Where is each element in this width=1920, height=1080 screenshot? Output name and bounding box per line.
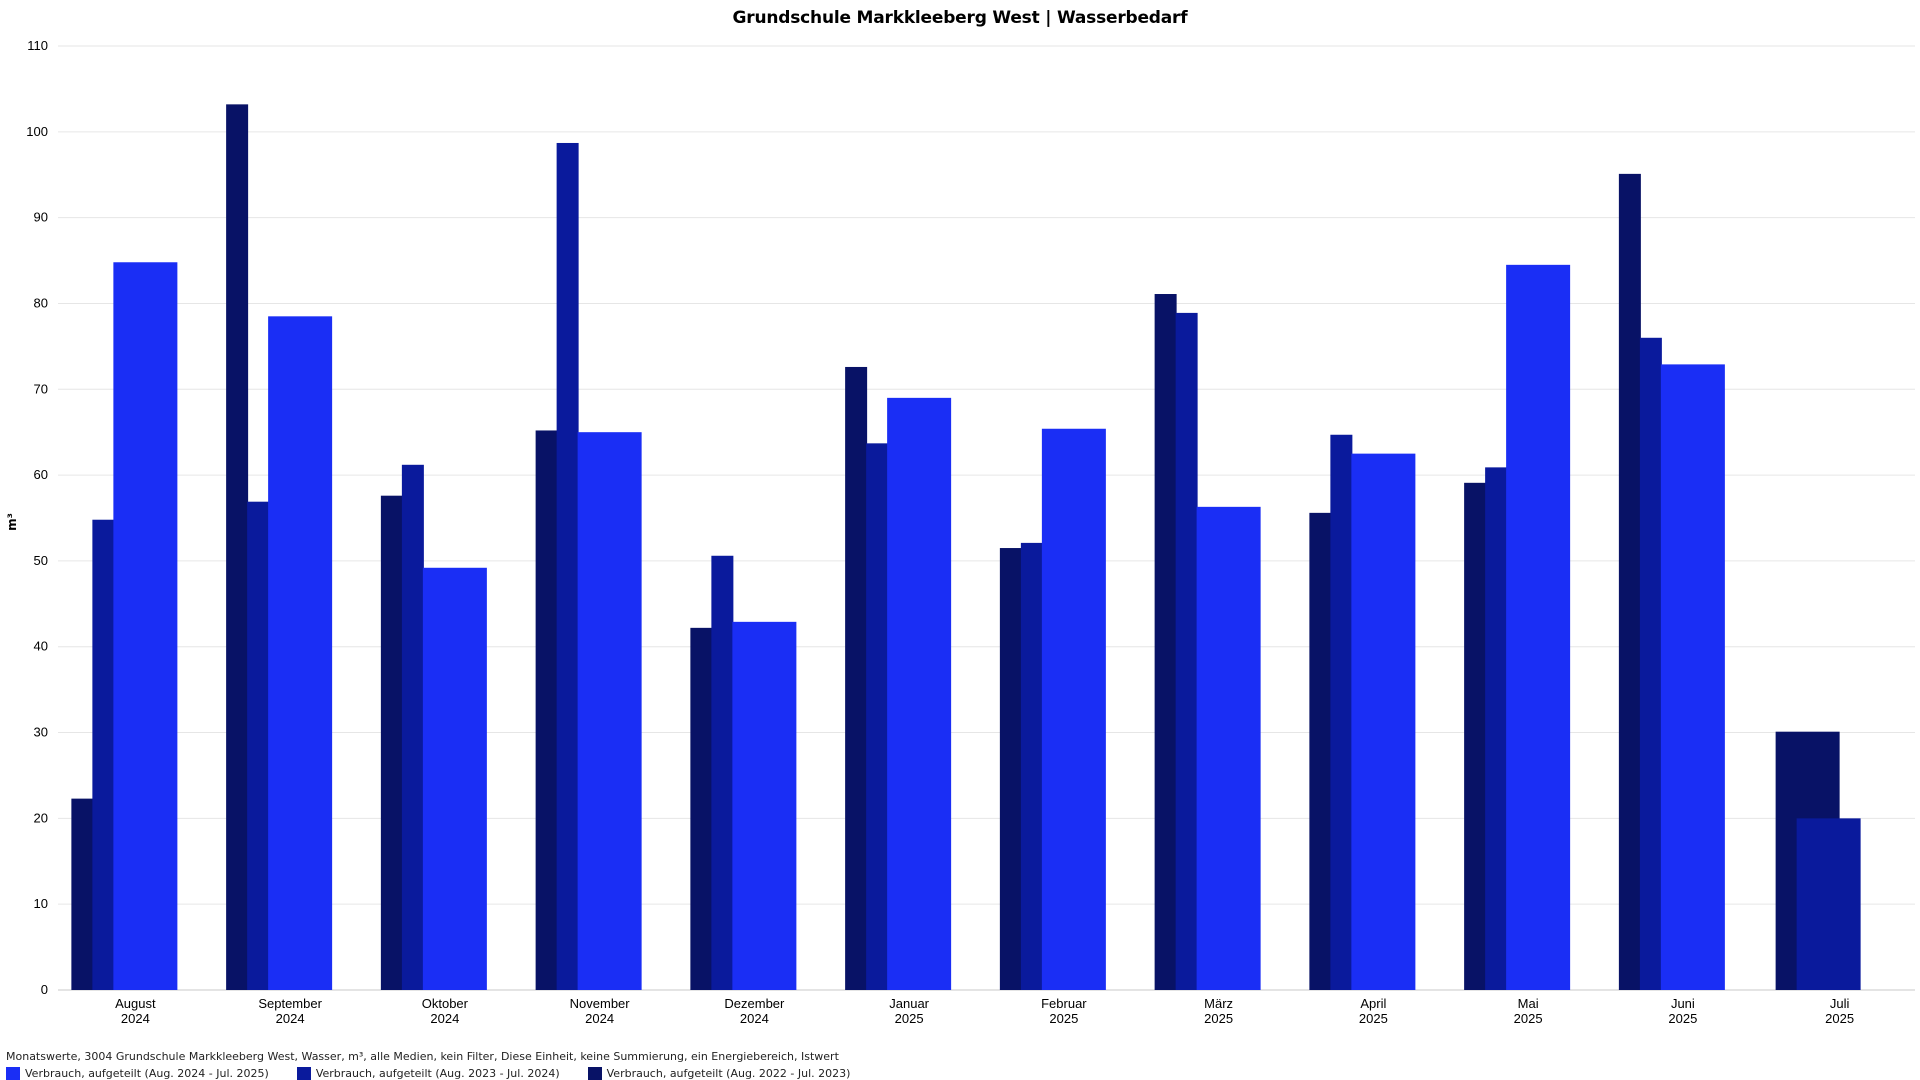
x-axis-ticks: August2024September2024Oktober2024Novemb…	[115, 996, 1854, 1026]
bar[interactable]	[577, 432, 642, 990]
x-tick-label-year: 2025	[1825, 1011, 1854, 1026]
bar[interactable]	[1506, 264, 1571, 990]
legend-swatch	[296, 1067, 311, 1080]
bar[interactable]	[1660, 364, 1725, 990]
y-tick-label: 20	[34, 810, 48, 825]
x-tick-label-month: Juni	[1671, 996, 1695, 1011]
bar[interactable]	[556, 142, 579, 990]
bar[interactable]	[866, 443, 889, 990]
x-tick-label-year: 2024	[740, 1011, 769, 1026]
bar[interactable]	[1485, 467, 1508, 990]
legend-swatch	[6, 1067, 20, 1080]
x-tick-label-month: Februar	[1041, 996, 1087, 1011]
y-tick-label: 90	[34, 210, 48, 225]
x-tick-label-month: September	[258, 996, 322, 1011]
bar[interactable]	[1618, 173, 1641, 991]
x-tick-label-year: 2024	[121, 1011, 150, 1026]
bar[interactable]	[226, 104, 249, 990]
legend-swatch	[587, 1067, 602, 1080]
bar[interactable]	[268, 316, 333, 990]
x-tick-label-month: Mai	[1518, 996, 1539, 1011]
legend: Verbrauch, aufgeteilt (Aug. 2024 - Jul. …	[6, 1067, 878, 1080]
bar[interactable]	[1330, 434, 1353, 991]
x-tick-label-month: März	[1204, 996, 1233, 1011]
bar[interactable]	[711, 555, 734, 990]
y-tick-label: 30	[34, 725, 48, 740]
bar[interactable]	[401, 464, 424, 990]
y-tick-label: 50	[34, 553, 48, 568]
bar[interactable]	[1464, 482, 1487, 990]
x-tick-label-year: 2024	[276, 1011, 305, 1026]
y-tick-label: 100	[26, 124, 48, 139]
y-axis-ticks: 0 10 20 30 40 50 60 70 80 90 100 110	[26, 38, 48, 997]
legend-label: Verbrauch, aufgeteilt (Aug. 2022 - Jul. …	[606, 1067, 851, 1080]
bar[interactable]	[1639, 337, 1662, 990]
x-tick-label-month: August	[115, 996, 156, 1011]
legend-label: Verbrauch, aufgeteilt (Aug. 2023 - Jul. …	[315, 1067, 560, 1080]
x-tick-label-month: April	[1360, 996, 1386, 1011]
x-tick-label-month: Januar	[889, 996, 929, 1011]
x-tick-label-year: 2025	[1668, 1011, 1697, 1026]
y-tick-label: 70	[34, 381, 48, 396]
x-tick-label-year: 2025	[1359, 1011, 1388, 1026]
x-tick-label-year: 2025	[895, 1011, 924, 1026]
x-tick-label-month: Dezember	[724, 996, 785, 1011]
y-tick-label: 10	[34, 896, 48, 911]
y-axis-label: m³	[5, 513, 19, 531]
bar[interactable]	[732, 621, 797, 990]
y-tick-label: 60	[34, 467, 48, 482]
bar[interactable]	[1041, 428, 1106, 990]
x-tick-label-month: Juli	[1830, 996, 1850, 1011]
y-tick-label: 0	[41, 982, 48, 997]
y-tick-label: 110	[27, 38, 48, 53]
bar[interactable]	[535, 430, 558, 990]
x-tick-label-year: 2025	[1514, 1011, 1543, 1026]
legend-item[interactable]: Verbrauch, aufgeteilt (Aug. 2023 - Jul. …	[296, 1067, 560, 1080]
bar[interactable]	[1020, 542, 1043, 990]
x-tick-label-year: 2025	[1049, 1011, 1078, 1026]
bar[interactable]	[92, 519, 115, 990]
y-tick-label: 80	[34, 295, 48, 310]
x-tick-label-month: November	[570, 996, 631, 1011]
bar[interactable]	[1154, 294, 1177, 991]
gridlines	[58, 45, 1915, 991]
legend-item[interactable]: Verbrauch, aufgeteilt (Aug. 2024 - Jul. …	[6, 1067, 269, 1080]
legend-item[interactable]: Verbrauch, aufgeteilt (Aug. 2022 - Jul. …	[587, 1067, 851, 1080]
legend-label: Verbrauch, aufgeteilt (Aug. 2024 - Jul. …	[25, 1067, 269, 1080]
bar[interactable]	[71, 798, 94, 990]
bar[interactable]	[999, 548, 1022, 990]
bar[interactable]	[1351, 453, 1416, 990]
bar[interactable]	[690, 627, 713, 990]
bar[interactable]	[1309, 512, 1332, 990]
x-tick-label-month: Oktober	[422, 996, 469, 1011]
bar[interactable]	[1175, 312, 1198, 990]
bar[interactable]	[1196, 506, 1261, 990]
bar[interactable]	[845, 366, 868, 991]
x-tick-label-year: 2024	[430, 1011, 459, 1026]
x-tick-label-year: 2025	[1204, 1011, 1233, 1026]
chart-title: Grundschule Markkleeberg West | Wasserbe…	[732, 8, 1188, 28]
x-tick-label-year: 2024	[585, 1011, 614, 1026]
bar[interactable]	[247, 501, 270, 990]
bar[interactable]	[1796, 818, 1861, 990]
bar[interactable]	[113, 262, 178, 990]
bar[interactable]	[887, 397, 952, 990]
chart-footer-description: Monatswerte, 3004 Grundschule Markkleebe…	[6, 1050, 839, 1063]
bar[interactable]	[422, 567, 487, 990]
bars	[71, 104, 1861, 991]
bar[interactable]	[380, 495, 403, 990]
y-tick-label: 40	[34, 639, 48, 654]
